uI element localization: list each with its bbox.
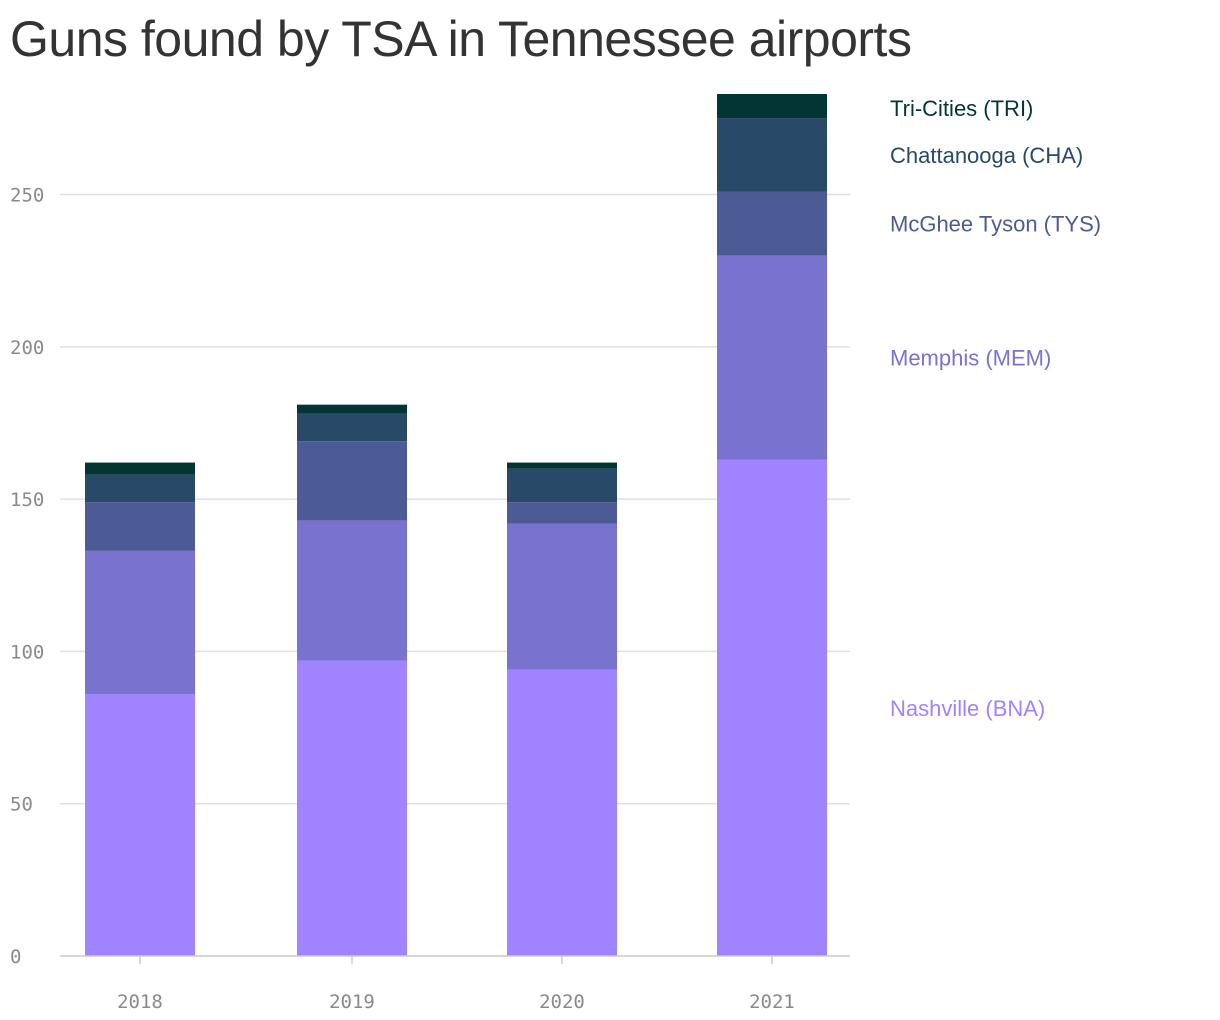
bar-segment: [717, 118, 827, 192]
x-tick-label: 2019: [329, 991, 375, 1013]
bar-segment: [507, 468, 617, 503]
legend-label: McGhee Tyson (TYS): [890, 211, 1101, 236]
bar-segment: [717, 255, 827, 460]
bar-segment: [717, 191, 827, 256]
bar-segment: [85, 694, 195, 956]
legend-label: Nashville (BNA): [890, 696, 1045, 721]
bar-segment: [297, 520, 407, 661]
chart-title: Guns found by TSA in Tennessee airports: [10, 11, 912, 67]
y-tick-label: 250: [10, 185, 44, 207]
bar-segment: [85, 474, 195, 503]
y-tick-label: 200: [10, 337, 44, 359]
bar-segment: [297, 660, 407, 956]
bar-segment: [717, 94, 827, 119]
bar-segment: [85, 550, 195, 695]
legend-label: Tri-Cities (TRI): [890, 96, 1033, 121]
bar-segment: [85, 502, 195, 551]
x-tick-label: 2020: [539, 991, 585, 1013]
y-tick-label: 150: [10, 489, 44, 511]
x-axis-ticks: 2018 2019 2020 2021: [117, 991, 795, 1013]
bar-segment: [297, 413, 407, 442]
bar-segment: [507, 669, 617, 956]
bar-segment: [85, 462, 195, 475]
x-tick-label: 2018: [117, 991, 163, 1013]
bar-segment: [717, 459, 827, 956]
bar-segment: [507, 462, 617, 469]
bar-segment: [507, 502, 617, 524]
x-axis: [60, 955, 850, 964]
bar-segment: [297, 404, 407, 414]
bar-segment: [507, 523, 617, 670]
bars: [85, 94, 827, 956]
bar-segment: [297, 441, 407, 521]
legend: Nashville (BNA) Memphis (MEM) McGhee Tyson…: [890, 96, 1101, 721]
legend-label: Chattanooga (CHA): [890, 143, 1083, 168]
y-tick-label: 0: [10, 946, 21, 968]
legend-label: Memphis (MEM): [890, 345, 1051, 370]
x-tick-label: 2021: [749, 991, 795, 1013]
y-tick-label: 50: [10, 794, 33, 816]
y-axis-ticks: 0 50 100 150 200 250: [10, 185, 44, 968]
y-tick-label: 100: [10, 641, 44, 663]
